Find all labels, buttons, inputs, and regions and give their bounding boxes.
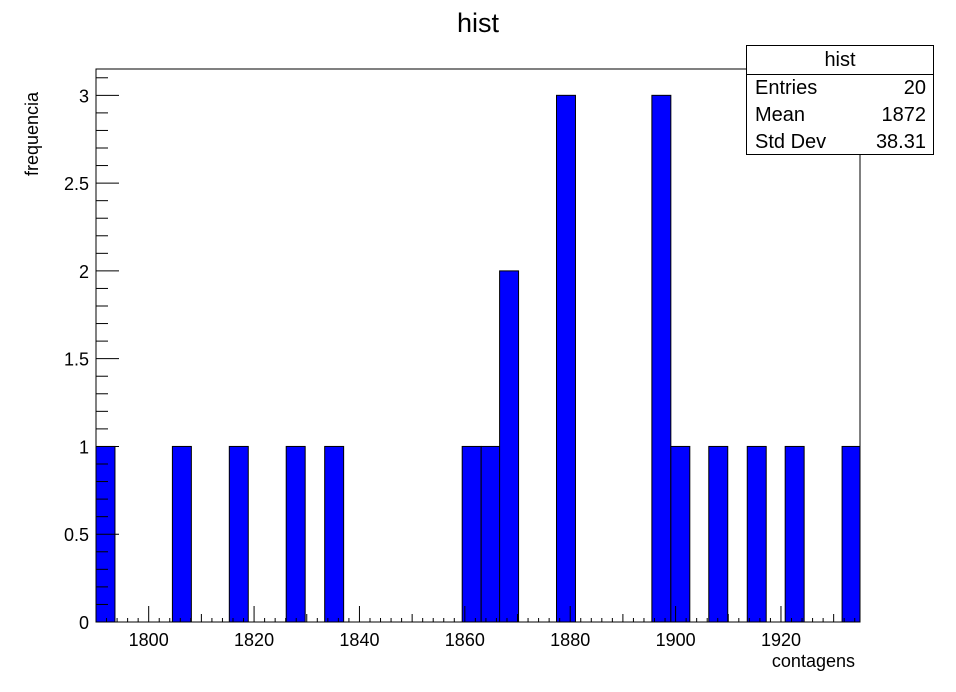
histogram-bar: [228, 445, 249, 623]
histogram-bar: [746, 445, 767, 623]
y-tick-label: 0: [79, 613, 89, 633]
y-tick-label: 2.5: [64, 174, 89, 194]
histogram-bar: [708, 445, 729, 623]
x-tick-label: 1820: [234, 630, 274, 650]
y-axis-ticks: 0 0.5 1 1.5 2 2.5 3: [64, 77, 119, 633]
stats-row-std-dev: Std Dev 38.31: [747, 129, 933, 156]
y-tick-label: 1: [79, 437, 89, 457]
stats-label: Std Dev: [755, 131, 827, 153]
stats-box: hist Entries 20 Mean 1872 Std Dev 38.31: [746, 45, 934, 155]
histogram-bar: [461, 445, 482, 623]
histogram-bar: [784, 445, 805, 623]
y-axis-label: frequencia: [22, 91, 42, 176]
chart-title: hist: [457, 8, 500, 38]
x-axis-ticks: 1800 1820 1840 1860 1880 1900 1920: [95, 606, 856, 650]
histogram-bar: [285, 445, 306, 623]
stats-label: Entries: [755, 77, 818, 99]
plot-frame: [95, 68, 861, 623]
histogram-bar: [171, 445, 192, 623]
stats-title: hist: [747, 46, 933, 75]
x-tick-label: 1920: [761, 630, 801, 650]
x-tick-label: 1840: [339, 630, 379, 650]
histogram-bar: [841, 445, 861, 623]
stats-value: 38.31: [875, 131, 926, 153]
histogram-bar: [651, 94, 672, 623]
stats-value: 20: [903, 77, 926, 99]
histogram-bar: [499, 270, 520, 623]
x-tick-label: 1860: [445, 630, 485, 650]
y-tick-label: 1.5: [64, 350, 89, 370]
histogram-bar: [556, 94, 576, 623]
histogram-bar: [670, 445, 691, 623]
histogram-bar: [480, 445, 501, 623]
y-tick-label: 2: [79, 262, 89, 282]
histogram-bar: [324, 445, 345, 623]
y-tick-label: 0.5: [64, 525, 89, 545]
y-tick-label: 3: [79, 86, 89, 106]
stats-value: 1872: [881, 104, 927, 126]
x-tick-label: 1800: [129, 630, 169, 650]
stats-row-entries: Entries 20: [747, 75, 933, 102]
x-tick-label: 1900: [656, 630, 696, 650]
bars-group: [95, 94, 861, 623]
x-axis-label: contagens: [772, 651, 855, 671]
x-tick-label: 1880: [550, 630, 590, 650]
stats-row-mean: Mean 1872: [747, 102, 933, 129]
stats-label: Mean: [755, 104, 806, 126]
